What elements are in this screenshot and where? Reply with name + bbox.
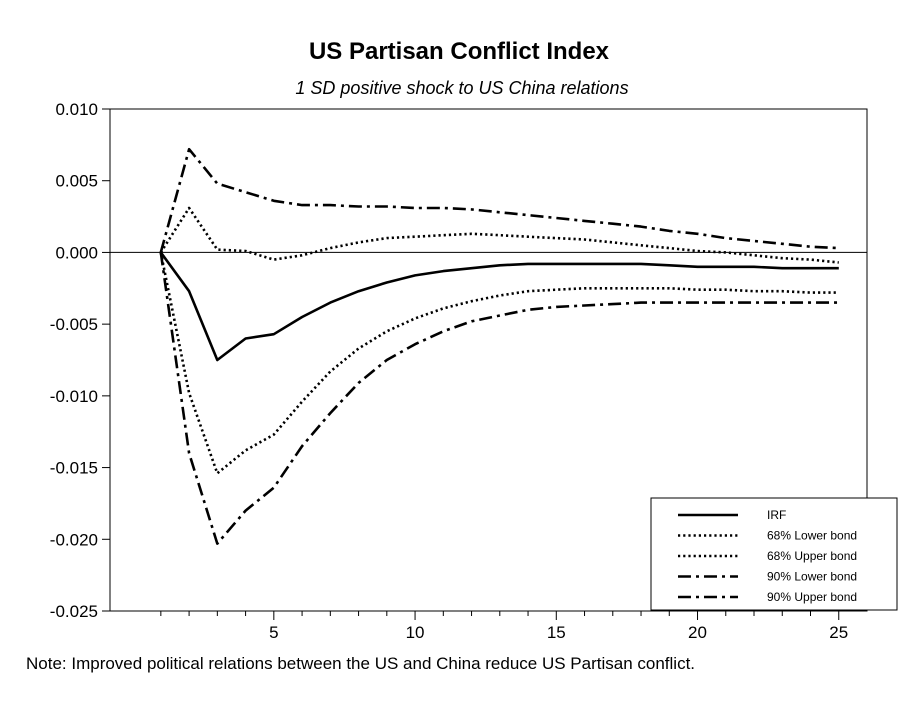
chart-title: US Partisan Conflict Index <box>309 38 610 65</box>
y-tick-label: 0.005 <box>55 172 98 191</box>
x-tick-label: 20 <box>688 623 707 642</box>
series-line-90-lower-bond <box>159 252 839 545</box>
x-tick-label: 5 <box>269 623 278 642</box>
y-tick-label: 0.010 <box>55 100 98 119</box>
y-tick-label: -0.025 <box>50 602 98 621</box>
x-tick-label: 15 <box>547 623 566 642</box>
x-tick-label: 25 <box>829 623 848 642</box>
series-lines <box>159 147 839 545</box>
legend-box <box>650 497 898 611</box>
y-tick-label: -0.015 <box>50 459 98 478</box>
chart-subtitle: 1 SD positive shock to US China relation… <box>295 78 628 98</box>
y-tick-label: -0.005 <box>50 315 98 334</box>
chart-note: Note: Improved political relations betwe… <box>26 654 695 673</box>
plot-area-frame <box>109 108 868 612</box>
y-tick-label: -0.010 <box>50 387 98 406</box>
legend: IRF 68% Lower bond 68% Upper bond 90% Lower… <box>650 497 898 611</box>
x-tick-label: 10 <box>406 623 425 642</box>
y-tick-label: 0.000 <box>55 243 98 262</box>
series-line-68-upper-bond <box>159 206 839 264</box>
y-tick-label: -0.020 <box>50 530 98 549</box>
series-line-90-upper-bond <box>159 147 839 253</box>
series-line-68-lower-bond <box>159 252 839 475</box>
series-line-irf <box>159 251 839 362</box>
legend-label: IRF <box>767 508 786 522</box>
legend-label: 90% Lower bond <box>767 570 857 584</box>
x-axis: 5 10 15 20 25 <box>160 611 848 642</box>
y-axis: 0.010 0.005 0.000 -0.005 -0.010 -0.015 -0.020 -… <box>50 100 110 621</box>
legend-label: 68% Upper bond <box>767 549 857 563</box>
legend-label: 68% Lower bond <box>767 529 857 543</box>
legend-label: 90% Upper bond <box>767 590 857 604</box>
